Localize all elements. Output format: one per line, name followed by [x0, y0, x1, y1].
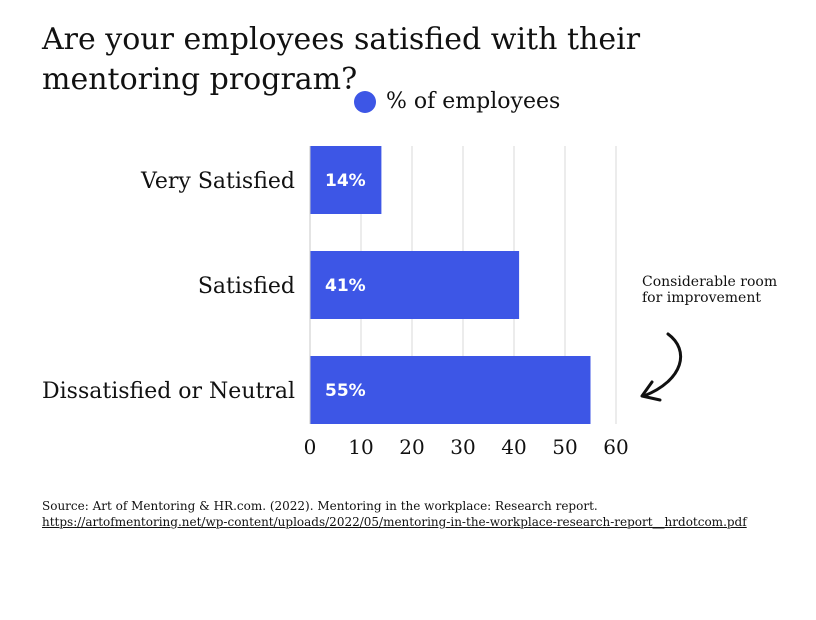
- bar: [310, 356, 591, 424]
- bar: [310, 251, 520, 319]
- category-label: Dissatisfied or Neutral: [42, 379, 295, 404]
- tick-label: 40: [501, 435, 526, 459]
- source-note: Source: Art of Mentoring & HR.com. (2022…: [42, 498, 782, 530]
- tick-label: 0: [304, 435, 317, 459]
- bar: [310, 146, 382, 214]
- tick-label: 50: [552, 435, 577, 459]
- legend-label: % of employees: [386, 89, 561, 114]
- category-label: Very Satisfied: [140, 169, 295, 194]
- chart-title: Are your employees satisfied with their …: [42, 22, 641, 97]
- data-label: 55%: [325, 381, 366, 401]
- annotation-arrowhead: [640, 380, 662, 402]
- tick-label: 30: [450, 435, 475, 459]
- source-link[interactable]: https://artofmentoring.net/wp-content/up…: [42, 515, 747, 529]
- legend-swatch: [354, 90, 376, 113]
- annotation-arrow: [642, 332, 683, 398]
- source-text: Source: Art of Mentoring & HR.com. (2022…: [42, 499, 598, 513]
- category-label: Satisfied: [198, 274, 295, 299]
- data-label: 41%: [325, 276, 366, 296]
- tick-label: 10: [348, 435, 373, 459]
- data-label: 14%: [325, 171, 366, 191]
- tick-label: 60: [603, 435, 628, 459]
- legend: % of employees: [354, 89, 560, 114]
- bar-chart: 14% Very Satisfied 41% Satisfied 55% Dissatis…: [42, 146, 683, 459]
- tick-label: 20: [399, 435, 424, 459]
- annotation-text: Considerable room for improvement: [642, 274, 778, 306]
